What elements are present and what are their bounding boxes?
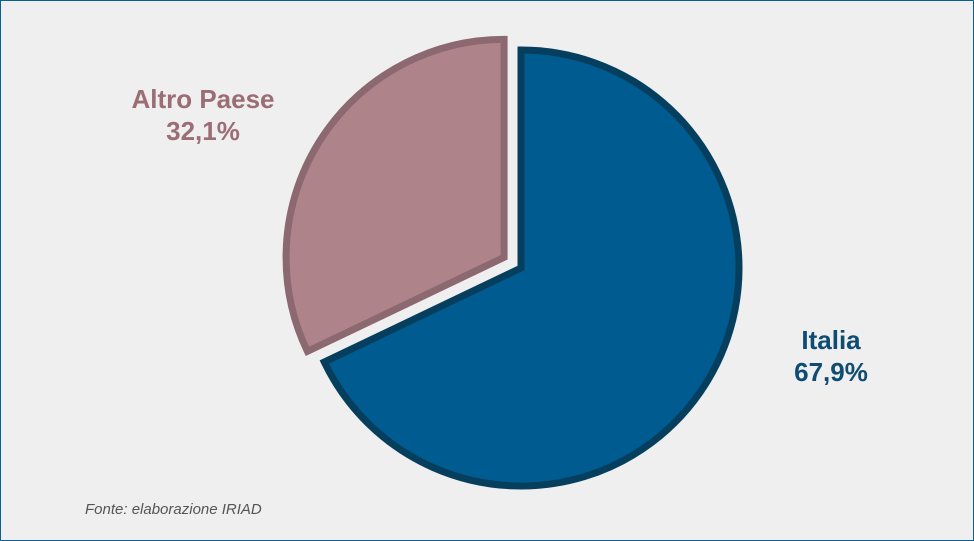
slice-label-altro-paese: Altro Paese 32,1% xyxy=(93,83,313,147)
slice-name-italia: Italia xyxy=(801,325,861,355)
source-note: Fonte: elaborazione IRIAD xyxy=(85,501,262,518)
slice-label-italia: Italia 67,9% xyxy=(761,324,901,388)
slice-value-italia: 67,9% xyxy=(794,357,868,387)
slice-value-altro-paese: 32,1% xyxy=(166,116,240,146)
slice-name-altro-paese: Altro Paese xyxy=(131,84,275,114)
pie-slice-italia xyxy=(319,46,743,490)
pie-slice-altro-paese xyxy=(282,35,508,357)
